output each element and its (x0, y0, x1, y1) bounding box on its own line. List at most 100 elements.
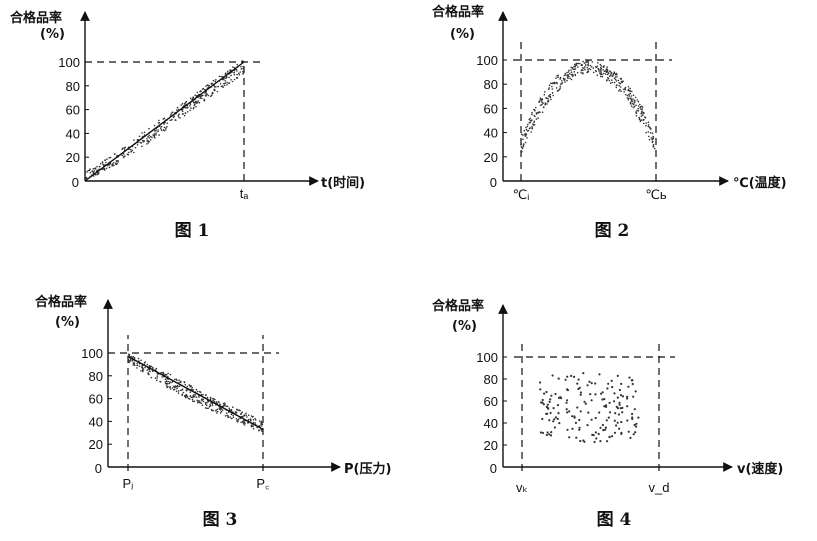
scatter-point (254, 417, 256, 420)
scatter-point (177, 116, 180, 118)
scatter-point (627, 99, 630, 101)
scatter-point (194, 395, 196, 398)
scatter-point (141, 366, 144, 369)
scatter-point (592, 71, 595, 74)
scatter-point (108, 157, 110, 159)
scatter-point (138, 365, 141, 368)
scatter-point (575, 63, 577, 65)
scatter-point (570, 78, 573, 81)
scatter-point (236, 408, 238, 411)
scatter-point (222, 402, 225, 405)
y-axis-title: 合格品率 (35, 294, 87, 310)
scatter-point (173, 385, 175, 388)
scatter-point (123, 156, 125, 159)
scatter-point (590, 382, 593, 385)
scatter-point (641, 114, 644, 117)
scatter-point (541, 417, 544, 421)
scatter-point (111, 163, 113, 166)
scatter-point (629, 87, 631, 90)
scatter-point (181, 102, 184, 105)
scatter-point (534, 115, 536, 118)
scatter-point (548, 433, 551, 436)
scatter-point (231, 80, 234, 83)
scatter-point (557, 76, 559, 78)
scatter-point (545, 390, 548, 394)
scatter-point (146, 143, 148, 145)
scatter-point (522, 145, 525, 148)
scatter-point (547, 99, 550, 101)
scatter-point (640, 108, 642, 110)
y-tick-label: 20 (66, 150, 80, 165)
scatter-point (108, 166, 111, 169)
scatter-point (128, 353, 130, 356)
scatter-point (175, 378, 177, 380)
scatter-point (597, 432, 600, 436)
scatter-point (574, 65, 577, 67)
scatter-point (206, 84, 209, 86)
scatter-point (548, 419, 551, 422)
origin-label: 0 (95, 461, 102, 476)
scatter-point (176, 387, 178, 390)
scatter-point (533, 121, 535, 123)
scatter-point (133, 151, 135, 154)
scatter-point (87, 169, 90, 172)
scatter-point (96, 173, 98, 176)
scatter-point (623, 88, 625, 91)
scatter-point (541, 431, 545, 434)
scatter-point (614, 412, 617, 415)
scatter-point (93, 170, 96, 172)
scatter-point (566, 76, 569, 78)
scatter-point (615, 72, 618, 75)
scatter-point (195, 100, 197, 103)
scatter-point (542, 403, 545, 406)
scatter-point (84, 172, 87, 174)
scatter-point (594, 431, 598, 434)
scatter-point (192, 97, 194, 99)
scatter-point (211, 91, 214, 94)
scatter-point (565, 74, 567, 76)
scatter-point (178, 113, 180, 115)
scatter-point (155, 132, 157, 134)
scatter-point (639, 106, 641, 109)
scatter-point (211, 82, 214, 85)
scatter-point (242, 423, 245, 425)
scatter-point (240, 412, 243, 415)
scatter-point (609, 71, 612, 73)
scatter-point (148, 127, 150, 130)
x-axis-title: ℃(温度) (733, 175, 787, 191)
scatter-point (615, 424, 618, 427)
scatter-point (149, 135, 152, 138)
scatter-point (251, 424, 254, 427)
scatter-point (149, 139, 152, 141)
scatter-point (180, 389, 182, 392)
scatter-point (631, 412, 634, 416)
scatter-point (229, 416, 231, 418)
scatter-point (565, 401, 568, 404)
scatter-point (521, 150, 523, 153)
x-marker-label: v_d (649, 480, 670, 495)
scatter-point (552, 94, 554, 97)
scatter-point (551, 85, 553, 88)
scatter-point (196, 101, 199, 104)
scatter-point (89, 171, 92, 174)
scatter-point (152, 366, 154, 369)
scatter-point (543, 93, 546, 96)
scatter-point (548, 400, 551, 403)
scatter-point (520, 133, 523, 135)
scatter-point (197, 401, 199, 404)
scatter-point (566, 375, 569, 378)
scatter-point (220, 407, 222, 410)
scatter-point (566, 428, 569, 431)
origin-label: 0 (490, 175, 497, 190)
scatter-point (564, 378, 567, 381)
scatter-point (132, 355, 135, 358)
scatter-point (550, 98, 552, 101)
scatter-point (236, 63, 238, 66)
scatter-point (140, 370, 142, 372)
scatter-point (573, 71, 576, 73)
scatter-point (245, 412, 247, 415)
scatter-point (591, 433, 594, 436)
scatter-point (613, 419, 616, 422)
scatter-point (629, 436, 632, 439)
